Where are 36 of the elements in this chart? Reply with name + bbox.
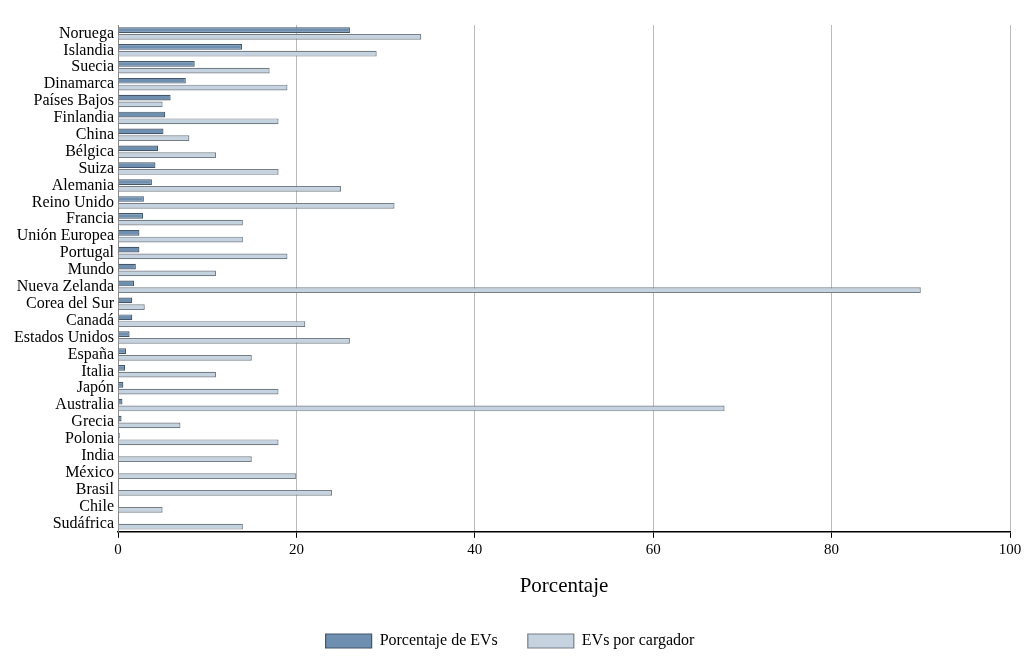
x-tick-label: 20 [288,540,304,557]
y-tick-label: Nueva Zelanda [16,277,114,295]
y-tick-label: Corea del Sur [26,293,115,311]
y-tick-label: Sudáfrica [52,513,114,531]
x-axis-title: Porcentaje [519,572,609,597]
legend-label: Porcentaje de EVs [379,631,498,650]
y-tick-label: Reino Unido [31,192,114,210]
y-tick-label: India [81,445,114,463]
y-tick-label: Grecia [71,412,114,430]
y-tick-label: Japón [76,378,114,397]
y-tick-label: Portugal [59,243,115,262]
y-tick-label: Suecia [71,57,114,75]
y-tick-label: Bélgica [65,141,114,160]
legend-label: EVs por cargador [581,631,696,650]
y-tick-label: Finlandia [53,108,114,126]
y-tick-label: Polonia [65,429,114,447]
y-tick-label: México [65,462,114,480]
y-tick-label: China [75,125,114,143]
x-tick-label: 60 [645,540,661,557]
y-tick-label: Dinamarca [43,74,114,92]
y-tick-label: Estados Unidos [14,327,114,345]
y-tick-label: Canadá [66,310,114,328]
y-tick-label: Mundo [67,260,114,278]
x-tick-label: 80 [824,540,840,557]
y-tick-label: Países Bajos [33,91,114,110]
y-tick-label: España [67,344,114,363]
y-tick-label: Chile [79,496,114,514]
y-tick-label: Noruega [58,23,114,42]
y-tick-label: Alemania [51,175,114,193]
y-tick-label: Brasil [75,479,115,497]
y-tick-label: Australia [55,395,114,413]
y-tick-label: Unión Europea [16,226,114,245]
x-tick-label: 0 [114,540,122,557]
x-tick-label: 40 [467,540,483,557]
y-tick-label: Francia [66,209,114,227]
x-tick-label: 100 [998,540,1022,557]
